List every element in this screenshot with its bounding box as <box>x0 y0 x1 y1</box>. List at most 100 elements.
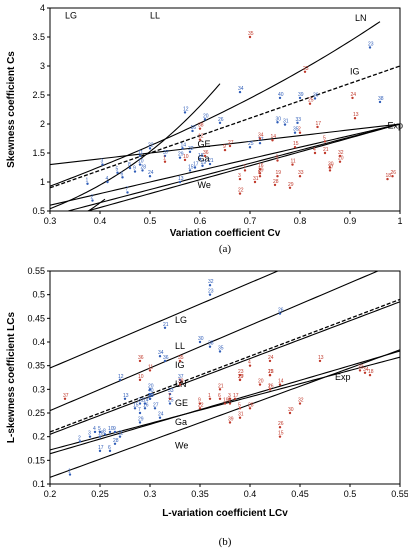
data-point-label-blue: 32 <box>208 279 214 285</box>
data-point-label-blue: 5 <box>98 426 101 432</box>
data-point-red <box>238 192 242 195</box>
data-point-label-red: 29 <box>238 374 244 380</box>
data-point-label-blue: 19 <box>148 393 154 399</box>
x-tick-label: 0.3 <box>44 216 57 226</box>
data-point-red <box>386 177 389 181</box>
plot-frame <box>49 270 401 485</box>
curve-ln <box>50 301 400 435</box>
data-point-blue <box>118 378 122 382</box>
curve-label-ig: IG <box>175 360 185 370</box>
data-point-label-red: 20 <box>258 379 264 385</box>
data-point-red <box>228 421 232 424</box>
curve-lg <box>87 198 106 211</box>
data-point-blue <box>158 416 162 419</box>
data-point-label-red: 37 <box>63 393 69 399</box>
data-point-blue <box>121 176 124 179</box>
data-point-blue <box>278 96 282 100</box>
data-point-label-red: 28 <box>273 179 279 185</box>
x-tick-label: 0.5 <box>144 216 157 226</box>
y-axis-label: L-skewness coefficient LCs <box>6 311 17 443</box>
data-point-red <box>271 139 274 142</box>
data-point-blue <box>141 169 144 172</box>
data-point-red <box>363 371 367 374</box>
curve-we <box>50 349 400 478</box>
data-point-label-red: 34 <box>363 367 369 373</box>
data-point-red <box>276 175 279 178</box>
data-point-label-red: 8 <box>228 398 231 404</box>
data-point-red <box>316 125 319 129</box>
data-point-label-red: 25 <box>308 98 314 104</box>
data-point-label-red: 11 <box>148 364 153 370</box>
data-point-label-red: 23 <box>303 66 309 72</box>
y-tick-label: 0.25 <box>27 408 45 418</box>
data-point-red <box>198 407 202 410</box>
y-tick-label: 0.35 <box>27 361 45 371</box>
data-point-blue <box>208 293 212 296</box>
data-point-blue <box>148 397 152 400</box>
data-point-blue <box>128 166 132 170</box>
data-point-label-blue: 13 <box>123 393 129 399</box>
data-point-label-red: 23 <box>238 369 244 375</box>
curves <box>50 21 400 211</box>
data-point-label-blue: 38 <box>208 341 214 347</box>
data-point-label-red: 14 <box>271 134 277 140</box>
data-point-label-red: 6 <box>276 155 279 161</box>
data-point-label-blue: 9 <box>113 426 116 432</box>
data-point-red <box>328 166 332 169</box>
curve-label-ln: LN <box>355 13 367 23</box>
curve-ig <box>50 65 400 189</box>
curves <box>50 271 400 478</box>
data-point-label-red: 11 <box>291 159 296 165</box>
data-point-red <box>228 144 232 148</box>
data-point-red <box>258 175 262 178</box>
data-point-red <box>223 148 227 152</box>
data-point-label-blue: 22 <box>148 393 154 399</box>
x-tick-label: 0.6 <box>194 216 207 226</box>
data-point-red <box>303 70 307 74</box>
x-tick-label: 0.7 <box>244 216 257 226</box>
data-point-label-blue: 16 <box>143 402 149 408</box>
data-point-label-blue: 14 <box>143 398 149 404</box>
data-point-label-blue: 16 <box>191 125 197 131</box>
data-point-red <box>278 435 282 438</box>
data-point-blue <box>98 435 102 438</box>
data-point-blue <box>116 171 119 174</box>
data-point-blue <box>258 141 262 145</box>
data-point-label-blue: 30 <box>198 336 204 342</box>
data-point-label-red: 24 <box>351 92 357 98</box>
data-point-label-blue: 6 <box>121 171 124 177</box>
data-point-label-red: 32 <box>298 398 304 404</box>
data-point-red <box>291 163 294 166</box>
data-point-label-blue: 18 <box>98 431 104 437</box>
data-point-label-blue: 8 <box>128 162 131 168</box>
data-point-blue <box>148 388 152 391</box>
data-point-red <box>276 159 279 162</box>
curve-ga <box>50 123 400 206</box>
data-point-red <box>351 96 354 100</box>
data-point-red <box>258 383 262 386</box>
data-point-blue <box>178 180 182 184</box>
data-point-red <box>258 168 262 171</box>
data-point-blue <box>163 154 167 158</box>
data-point-red <box>308 102 312 105</box>
data-point-label-red: 19 <box>223 398 229 404</box>
curve-lg <box>50 271 280 369</box>
data-point-blue <box>378 100 382 104</box>
curve-label-lg: LG <box>175 315 187 325</box>
data-point-red <box>248 407 252 410</box>
data-point-label-red: 38 <box>178 379 184 385</box>
data-point-blue <box>248 146 252 149</box>
data-point-label-red: 25 <box>268 369 274 375</box>
data-point-label-blue: 21 <box>163 322 169 328</box>
data-point-blue <box>123 397 127 400</box>
data-point-label-blue: 23 <box>368 41 374 47</box>
data-point-blue <box>113 442 117 445</box>
data-point-blue <box>276 121 279 124</box>
y-tick-label: 0.5 <box>32 206 45 216</box>
data-point-label-red: 32 <box>338 150 344 156</box>
data-point-blue <box>143 402 147 405</box>
data-point-red <box>318 359 322 363</box>
